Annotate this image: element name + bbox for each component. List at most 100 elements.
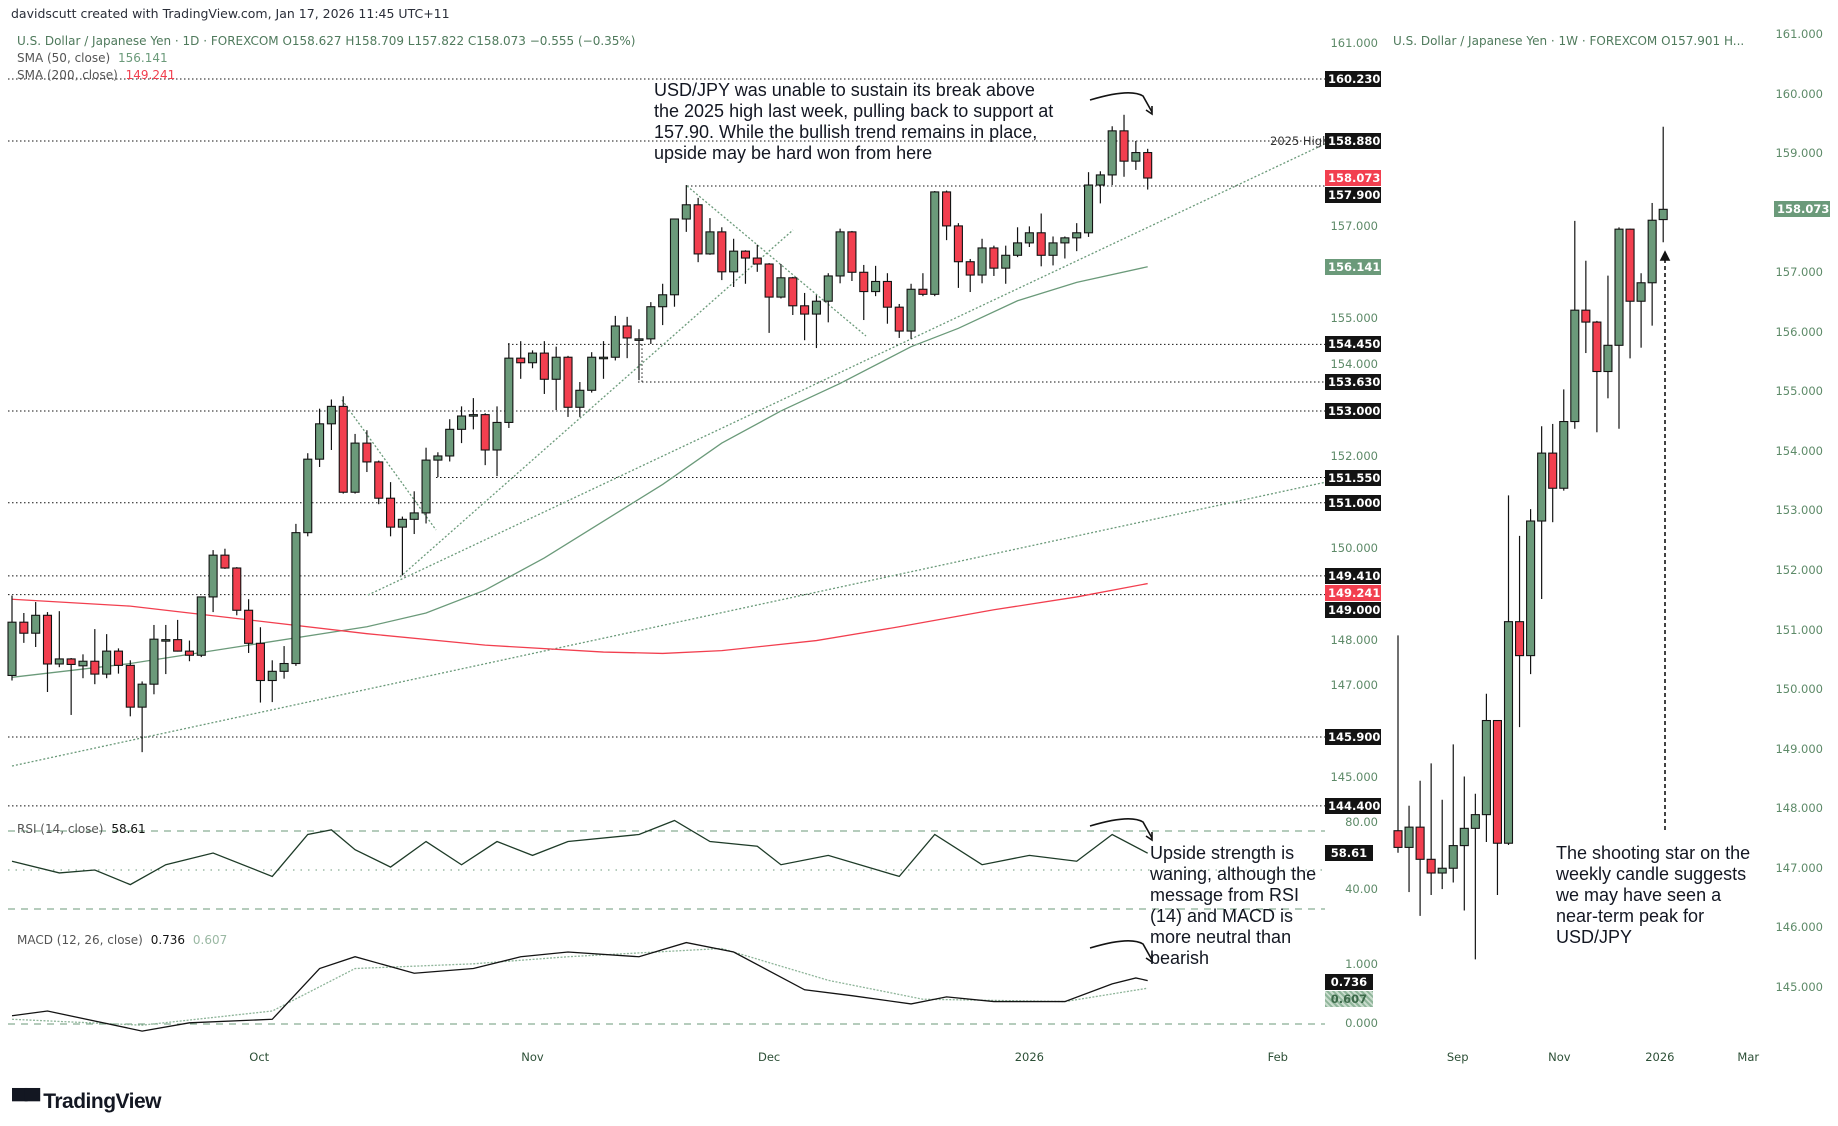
- bullish-candle: [279, 662, 289, 672]
- bullish-candle: [267, 670, 277, 682]
- bullish-candle: [1559, 420, 1569, 489]
- price-level-badge: 149.000: [1325, 601, 1381, 618]
- bullish-candle: [350, 442, 360, 493]
- macd-legend[interactable]: MACD (12, 26, close) 0.736 0.607: [17, 933, 227, 947]
- rsi-value: 58.61: [111, 822, 146, 836]
- bearish-candle: [847, 231, 857, 273]
- curved-arrow-icon: [1089, 92, 1153, 113]
- last-price-badge: 158.073: [1325, 170, 1381, 186]
- bearish-candle: [1625, 228, 1635, 302]
- bullish-candle: [208, 554, 218, 598]
- bearish-candle: [1581, 309, 1591, 323]
- sma50-legend[interactable]: SMA (50, close) 156.141: [17, 51, 168, 65]
- macd-axis-tick: 0.000: [1345, 1016, 1378, 1030]
- bullish-candle: [303, 458, 313, 534]
- price-axis-tick: 145.000: [1330, 770, 1378, 785]
- bullish-candle: [1526, 520, 1536, 657]
- sma200-legend[interactable]: SMA (200, close) 149.241: [17, 68, 175, 82]
- weekly-price-axis-tick: 151.000: [1775, 622, 1823, 637]
- weekly-price-axis-tick: 149.000: [1775, 741, 1823, 756]
- sma200-value: 149.241: [125, 68, 176, 82]
- bullish-candle: [149, 638, 159, 685]
- time-axis-tick: Oct: [249, 1050, 270, 1064]
- bearish-candle: [1119, 130, 1129, 162]
- bearish-candle: [918, 288, 928, 295]
- bearish-candle: [173, 639, 183, 652]
- bullish-candle: [930, 191, 940, 295]
- arrow-head-icon: [1145, 954, 1153, 964]
- time-axis-tick: 2026: [1014, 1050, 1045, 1064]
- bearish-candle: [338, 405, 348, 493]
- bullish-candle: [1107, 130, 1117, 176]
- bullish-candle: [456, 415, 467, 430]
- bearish-candle: [563, 356, 573, 408]
- signal-value-badge: 0.607: [1325, 991, 1373, 1007]
- price-level-badge: 160.230: [1325, 70, 1381, 87]
- bullish-candle: [658, 294, 668, 308]
- bullish-candle: [1404, 826, 1414, 848]
- bearish-candle: [953, 225, 963, 263]
- weekly-price-axis-tick: 161.000: [1775, 27, 1823, 41]
- bullish-candle: [397, 518, 407, 528]
- bearish-candle: [386, 497, 396, 528]
- bearish-candle: [232, 567, 242, 611]
- bearish-candle: [362, 442, 372, 463]
- weekly-price-axis-tick: 157.000: [1775, 265, 1823, 280]
- bullish-candle: [1448, 845, 1458, 869]
- arrow-head-icon: [1659, 250, 1671, 261]
- weekly-symbol-legend[interactable]: U.S. Dollar / Japanese Yen · 1W · FOREXC…: [1393, 34, 1745, 48]
- bullish-candle: [1636, 282, 1646, 302]
- bullish-candle: [1083, 184, 1094, 234]
- bullish-candle: [1131, 152, 1141, 162]
- bullish-candle: [811, 300, 821, 315]
- long-term-trendline: [11, 480, 1332, 767]
- horizontal-levels: [8, 78, 1325, 807]
- rsi-line: [11, 819, 1148, 886]
- october-downtrend-line: [341, 399, 437, 531]
- price-level-badge: 154.450: [1325, 336, 1381, 353]
- sma200-badge: 149.241: [1325, 584, 1381, 601]
- rsi-legend[interactable]: RSI (14, close) 58.61: [17, 822, 146, 836]
- bullish-candle: [551, 356, 561, 380]
- logo-text: TradingView: [43, 1090, 162, 1113]
- price-level-badge: 153.000: [1325, 402, 1381, 419]
- bullish-candle: [492, 421, 502, 451]
- tradingview-logo-icon: ▀▀: [12, 1088, 40, 1113]
- weekly-last-price-badge: 158.073: [1774, 201, 1830, 218]
- weekly-price-axis-tick: 159.000: [1775, 146, 1823, 161]
- weekly-price-axis-tick: 160.000: [1775, 86, 1823, 101]
- arrow-head-icon: [1145, 832, 1153, 842]
- tradingview-logo[interactable]: ▀▀ TradingView: [12, 1088, 162, 1114]
- weekly-price-axis-tick: 154.000: [1775, 443, 1823, 458]
- 2025-high-label: 2025 High: [1270, 134, 1330, 148]
- bullish-candle: [575, 389, 585, 408]
- macd-line: [11, 941, 1148, 1032]
- bullish-candle: [1060, 237, 1070, 244]
- bullish-candle: [291, 532, 301, 665]
- bearish-candle: [516, 357, 526, 364]
- bearish-candle: [374, 461, 384, 499]
- bearish-candle: [184, 650, 194, 656]
- rsi-axis-tick: 80.00: [1345, 814, 1378, 829]
- sma50-value: 156.141: [118, 51, 168, 65]
- bearish-candle: [1426, 858, 1436, 874]
- bullish-candle: [1001, 254, 1011, 269]
- sma50-badge: 156.141: [1325, 258, 1381, 275]
- bullish-candle: [610, 325, 620, 358]
- bearish-candle: [539, 352, 549, 380]
- curved-arrow-icon: [1089, 818, 1153, 839]
- weekly-time-axis-tick: 2026: [1645, 1050, 1675, 1064]
- price-level-badge: 145.900: [1325, 728, 1381, 745]
- bullish-candle: [1481, 719, 1491, 816]
- rsi-pane: [8, 819, 1325, 910]
- price-axis-tick: 161.000: [1330, 35, 1378, 50]
- macd-axis-tick: 1.000: [1345, 957, 1378, 971]
- bullish-candle: [1503, 621, 1514, 844]
- sma50-label: SMA (50, close): [17, 51, 111, 65]
- daily-symbol-legend[interactable]: U.S. Dollar / Japanese Yen · 1D · FOREXC…: [17, 34, 636, 48]
- bullish-candle: [1647, 219, 1657, 284]
- medium-term-trendline: [367, 140, 1332, 596]
- bullish-candle: [1603, 344, 1613, 373]
- weekly-price-axis-tick: 146.000: [1775, 920, 1823, 935]
